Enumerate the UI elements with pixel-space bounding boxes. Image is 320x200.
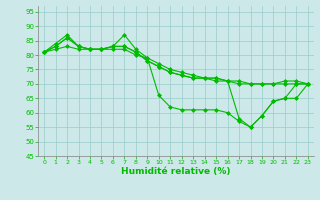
X-axis label: Humidité relative (%): Humidité relative (%) <box>121 167 231 176</box>
